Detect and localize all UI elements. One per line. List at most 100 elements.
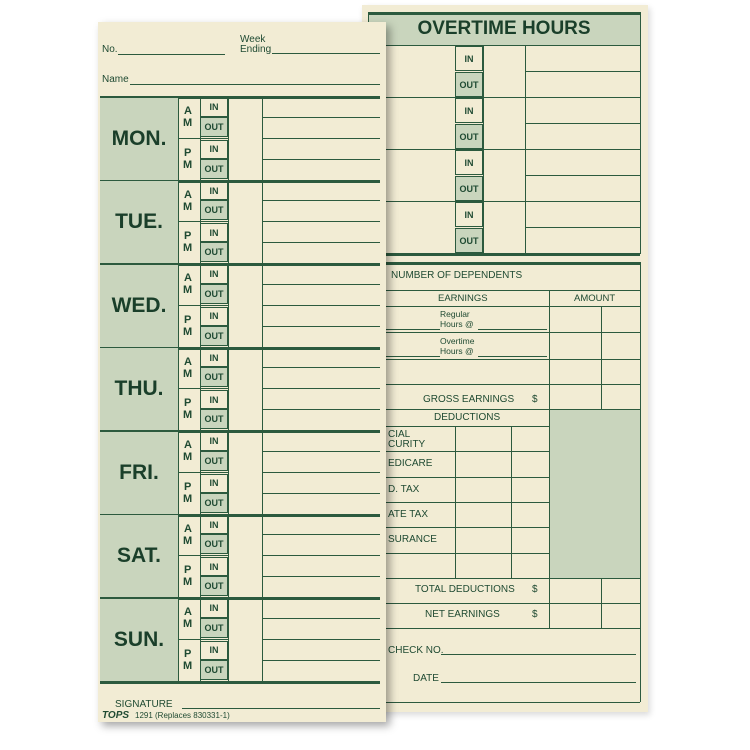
- out-label: OUT: [200, 367, 228, 388]
- in-label: IN: [455, 98, 483, 123]
- in-label: IN: [455, 46, 483, 71]
- day-label: THU.: [100, 348, 178, 430]
- day-divider: [100, 346, 380, 350]
- day-divider: [100, 597, 380, 600]
- rule-line: [385, 578, 640, 579]
- overtime-rate-field: [478, 356, 547, 357]
- rule-line: [228, 513, 229, 597]
- rule-line: [368, 45, 640, 46]
- time-line: [262, 492, 380, 494]
- regular-rate-field: [385, 329, 440, 330]
- out-label: OUT: [200, 325, 228, 346]
- rule-line: [549, 409, 550, 628]
- deduction-label: CURITY: [388, 439, 426, 450]
- am-label-m: M: [183, 451, 193, 463]
- am-label-a: A: [184, 105, 192, 117]
- out-label: OUT: [200, 492, 228, 513]
- week-ending-label: Week Ending: [240, 34, 272, 55]
- time-line: [262, 200, 380, 202]
- pm-label-a: P: [184, 230, 192, 243]
- pm-label-a: P: [184, 480, 192, 493]
- out-label: OUT: [455, 176, 483, 201]
- check-no-label: CHECK NO.: [388, 645, 444, 656]
- overtime-label: Overtime: [440, 336, 475, 346]
- pm-label-a: P: [184, 313, 192, 326]
- in-label: IN: [200, 223, 228, 243]
- day-divider: [100, 96, 380, 99]
- out-label: OUT: [200, 283, 228, 304]
- overtime-title-box: [368, 12, 640, 45]
- row-divider: [368, 97, 640, 98]
- rule-line: [385, 384, 640, 385]
- time-line: [262, 617, 380, 619]
- pm-label-m: M: [183, 158, 193, 171]
- deduction-label: D. TAX: [388, 483, 420, 495]
- week-ending-field: [272, 53, 380, 54]
- am-label-a: A: [184, 522, 192, 535]
- signature-field: [182, 708, 380, 709]
- row-divider: [368, 149, 640, 150]
- am-label-m: M: [183, 117, 193, 129]
- am-pm-divider: [178, 471, 228, 473]
- am-label-a: A: [184, 606, 192, 618]
- day-label: SUN.: [100, 598, 178, 681]
- rule-line: [228, 430, 229, 514]
- time-line: [525, 227, 640, 228]
- no-label: No.: [102, 44, 118, 55]
- form-code: 1291 (Replaces 830331-1): [135, 711, 230, 720]
- rule-line: [385, 628, 640, 629]
- dollar-sign: $: [532, 584, 538, 595]
- out-label: OUT: [200, 242, 228, 262]
- net-earnings-label: NET EARNINGS: [425, 609, 500, 620]
- rule-line: [385, 501, 549, 503]
- overtime-hours-label: Hours @: [440, 346, 474, 356]
- overtime-title: OVERTIME HOURS: [417, 18, 591, 39]
- rule-line: [640, 12, 641, 254]
- day-label: SAT.: [100, 515, 178, 597]
- am-label-a: A: [184, 272, 192, 284]
- pm-label-m: M: [183, 409, 193, 422]
- in-label: IN: [200, 640, 228, 660]
- out-label: OUT: [200, 617, 228, 638]
- rule-line: [385, 359, 640, 360]
- overtime-rate-field: [385, 356, 440, 357]
- gross-earnings-label: GROSS EARNINGS: [423, 394, 515, 405]
- rule-line: [640, 262, 641, 702]
- dollar-sign: $: [532, 609, 538, 620]
- rule-line: [385, 476, 549, 478]
- in-label: IN: [200, 348, 228, 368]
- check-no-field: [441, 654, 636, 655]
- deduction-label: ATE TAX: [388, 508, 429, 520]
- in-label: IN: [200, 139, 228, 159]
- rule-line: [601, 306, 602, 409]
- am-pm-divider: [178, 137, 228, 139]
- dependents-label: NUMBER OF DEPENDENTS: [391, 270, 523, 281]
- pm-label-a: P: [184, 146, 192, 159]
- rule-line: [385, 552, 549, 554]
- time-line: [262, 638, 380, 640]
- rule-line: [228, 179, 229, 263]
- pm-label-m: M: [183, 242, 193, 255]
- deduction-label: CIAL: [388, 429, 411, 440]
- rule-line: [385, 409, 640, 410]
- am-label-a: A: [184, 355, 192, 368]
- regular-label: Regular: [440, 309, 470, 319]
- rule-line: [385, 290, 640, 291]
- day-label: WED.: [100, 264, 178, 347]
- in-label: IN: [200, 473, 228, 493]
- deduction-label: SURANCE: [388, 534, 437, 546]
- rule-line: [385, 426, 549, 427]
- time-line: [262, 304, 380, 306]
- time-line: [525, 123, 640, 124]
- row-divider: [368, 201, 640, 202]
- rule-line: [228, 597, 229, 681]
- day-divider: [100, 680, 380, 684]
- rule-line: [525, 45, 526, 254]
- rule-line: [385, 262, 640, 265]
- out-label: OUT: [200, 659, 228, 680]
- time-line: [525, 175, 640, 176]
- in-label: IN: [200, 265, 228, 284]
- pm-label-m: M: [183, 492, 193, 505]
- time-card-back: OVERTIME HOURS IN OUT IN OUT IN OUT IN OUT NUMBER…: [362, 5, 648, 712]
- time-line: [262, 242, 380, 244]
